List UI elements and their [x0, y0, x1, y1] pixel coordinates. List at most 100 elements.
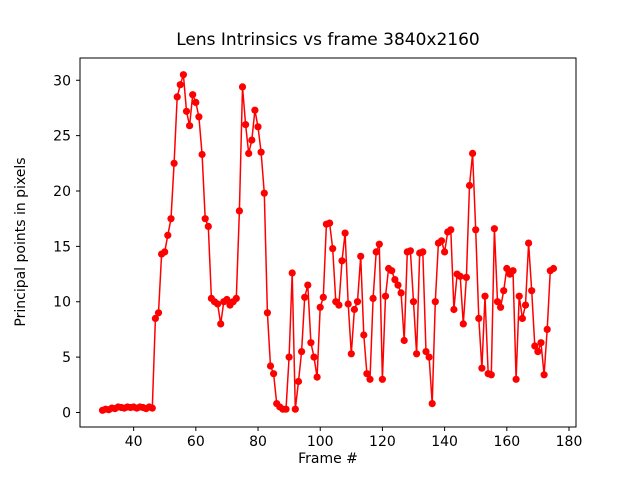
- data-point: [164, 231, 172, 239]
- x-axis-label: Frame #: [298, 451, 358, 467]
- data-point: [154, 309, 163, 317]
- data-point: [192, 98, 200, 106]
- data-point: [528, 287, 536, 295]
- data-point: [525, 239, 533, 247]
- data-point: [394, 281, 402, 289]
- data-point: [497, 303, 505, 311]
- data-point: [441, 248, 449, 256]
- data-point: [186, 122, 194, 130]
- data-point: [344, 300, 352, 308]
- data-point: [245, 149, 253, 157]
- data-point: [223, 295, 231, 304]
- data-point: [459, 320, 467, 328]
- data-point: [512, 375, 520, 383]
- data-point: [375, 240, 383, 248]
- y-tick-label: 5: [62, 350, 71, 366]
- data-point: [179, 71, 187, 79]
- axis-ticks: 40 60 80 100 120 140 160 180 0 5 10 15 20 25 30: [53, 73, 582, 450]
- data-point: [307, 339, 315, 347]
- data-point: [540, 371, 548, 379]
- data-point: [378, 375, 386, 383]
- data-point: [419, 248, 427, 256]
- data-point: [472, 226, 480, 234]
- data-point: [425, 353, 433, 361]
- x-tick-label: 180: [556, 434, 583, 450]
- data-point: [537, 339, 545, 347]
- data-point: [301, 293, 309, 301]
- data-point: [366, 375, 374, 383]
- data-point: [291, 405, 299, 413]
- data-point: [469, 149, 477, 157]
- data-point: [242, 121, 250, 129]
- data-point: [456, 272, 464, 280]
- data-point: [428, 400, 436, 408]
- data-point: [329, 245, 337, 253]
- data-point: [363, 370, 371, 378]
- data-point: [350, 305, 358, 314]
- data-point: [254, 123, 262, 131]
- chart-title: Lens Intrinsics vs frame 3840x2160: [176, 30, 480, 50]
- data-point: [413, 350, 421, 358]
- data-point: [409, 298, 418, 306]
- x-tick-label: 60: [187, 434, 205, 450]
- data-point: [503, 264, 511, 273]
- data-point: [170, 159, 178, 167]
- data-point: [478, 364, 486, 372]
- y-tick-label: 15: [53, 239, 71, 255]
- data-point: [437, 237, 446, 245]
- data-point: [360, 331, 368, 339]
- x-tick-label: 120: [369, 434, 396, 450]
- data-point: [319, 293, 327, 301]
- data-point: [257, 148, 265, 156]
- data-point: [388, 267, 396, 275]
- data-point: [372, 248, 380, 256]
- data-point: [198, 150, 206, 159]
- data-point: [238, 83, 247, 91]
- data-point: [500, 287, 508, 295]
- data-point: [189, 91, 197, 99]
- data-point: [204, 222, 212, 230]
- data-point: [232, 294, 240, 302]
- y-tick-label: 0: [62, 405, 71, 421]
- data-point: [493, 298, 502, 306]
- data-point: [251, 106, 259, 114]
- data-point: [543, 325, 551, 333]
- data-point: [406, 247, 414, 255]
- data-point: [294, 377, 303, 386]
- data-point: [263, 309, 271, 317]
- data-point: [422, 348, 430, 356]
- data-point: [450, 305, 458, 314]
- data-point: [285, 353, 293, 361]
- data-point: [353, 298, 362, 306]
- data-point: [304, 281, 312, 289]
- data-point: [400, 336, 408, 345]
- data-point: [167, 215, 175, 223]
- data-point: [217, 320, 225, 328]
- data-point: [288, 269, 296, 277]
- data-point: [509, 267, 517, 275]
- data-point: [341, 229, 349, 237]
- data-point: [518, 314, 527, 322]
- data-point: [270, 370, 278, 378]
- data-point: [481, 292, 489, 300]
- data-point: [475, 314, 483, 322]
- data-point: [326, 219, 334, 227]
- data-point: [391, 276, 399, 284]
- data-point: [462, 273, 470, 281]
- data-point: [313, 373, 321, 381]
- data-point: [381, 292, 390, 300]
- data-point: [431, 298, 439, 306]
- y-tick-label: 20: [53, 184, 71, 200]
- data-point: [260, 189, 268, 197]
- data-point: [316, 303, 324, 311]
- y-axis-label: Principal points in pixels: [13, 157, 29, 326]
- x-tick-label: 160: [493, 434, 520, 450]
- data-point: [298, 348, 306, 356]
- data-point: [176, 81, 184, 89]
- data-point: [487, 371, 495, 379]
- data-point: [266, 362, 275, 370]
- x-tick-label: 80: [249, 434, 267, 450]
- data-point: [465, 181, 474, 190]
